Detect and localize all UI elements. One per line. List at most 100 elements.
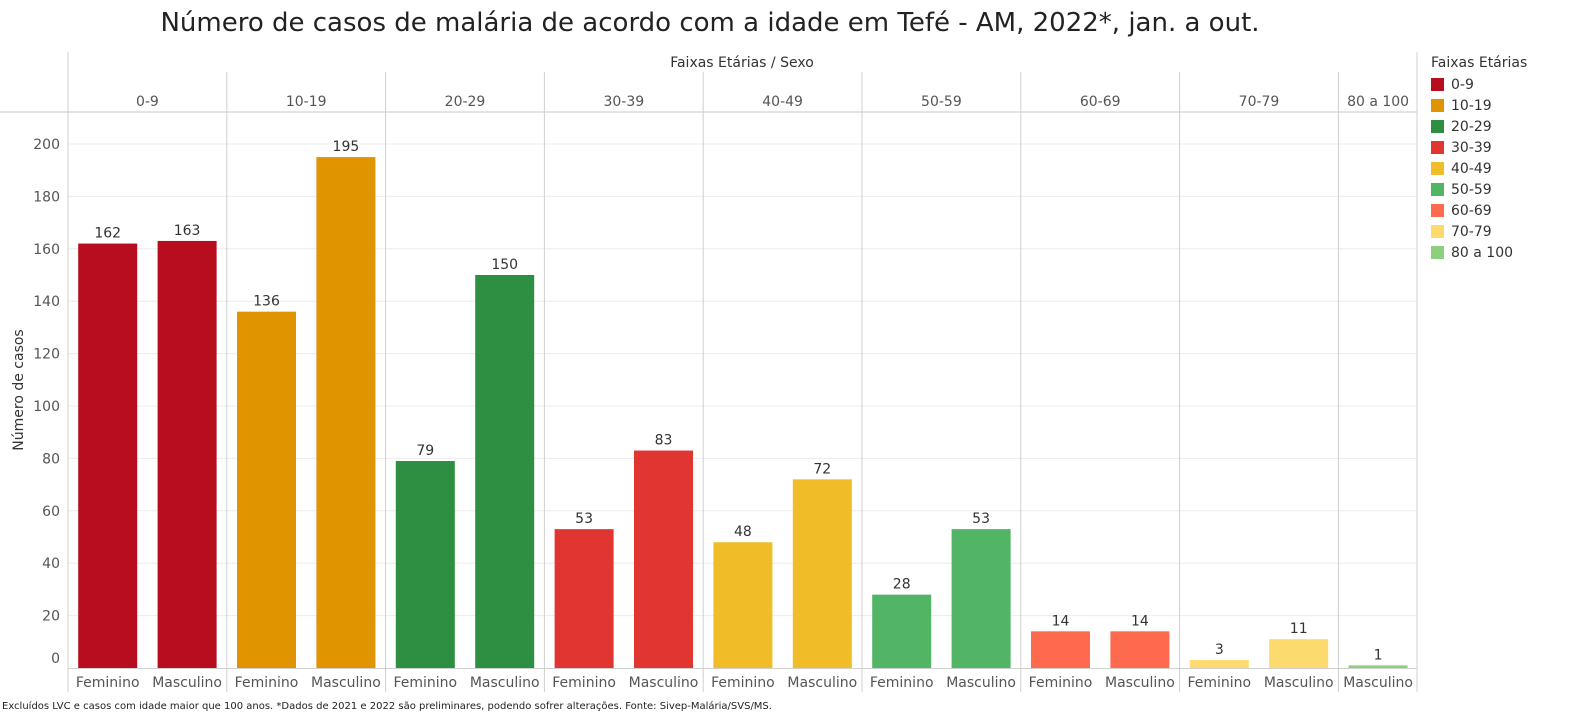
group-label: 50-59 bbox=[921, 94, 962, 110]
x-tick-label: Masculino bbox=[629, 675, 699, 691]
data-label: 14 bbox=[1131, 613, 1149, 629]
legend-swatch bbox=[1431, 99, 1444, 112]
y-tick-label: 100 bbox=[33, 399, 60, 415]
data-label: 14 bbox=[1052, 613, 1070, 629]
data-label: 79 bbox=[416, 443, 434, 459]
legend-swatch bbox=[1431, 120, 1444, 133]
legend-label: 30-39 bbox=[1451, 139, 1492, 156]
legend-item[interactable]: 0-9 bbox=[1431, 74, 1527, 95]
y-tick-label: 120 bbox=[33, 347, 60, 363]
bar bbox=[554, 529, 614, 668]
legend-label: 0-9 bbox=[1451, 76, 1474, 93]
group-label: 40-49 bbox=[762, 94, 803, 110]
x-tick-label: Feminino bbox=[393, 675, 457, 691]
data-label: 11 bbox=[1290, 621, 1308, 637]
y-tick-label: 80 bbox=[42, 451, 60, 467]
y-tick-label: 140 bbox=[33, 294, 60, 310]
x-tick-label: Masculino bbox=[1264, 675, 1334, 691]
data-label: 195 bbox=[333, 139, 360, 155]
x-tick-label: Masculino bbox=[787, 675, 857, 691]
legend-swatch bbox=[1431, 246, 1444, 259]
y-tick-label: 40 bbox=[42, 556, 60, 572]
x-tick-label: Masculino bbox=[152, 675, 222, 691]
legend-label: 20-29 bbox=[1451, 118, 1492, 135]
legend-item[interactable]: 50-59 bbox=[1431, 179, 1527, 200]
legend-item[interactable]: 70-79 bbox=[1431, 221, 1527, 242]
x-tick-label: Masculino bbox=[470, 675, 540, 691]
legend-item[interactable]: 80 a 100 bbox=[1431, 242, 1527, 263]
bar bbox=[872, 594, 932, 668]
data-label: 72 bbox=[813, 461, 831, 477]
y-axis-label: Número de casos bbox=[11, 329, 27, 450]
legend-swatch bbox=[1431, 162, 1444, 175]
legend-label: 40-49 bbox=[1451, 160, 1492, 177]
bar bbox=[1348, 665, 1408, 668]
legend-item[interactable]: 10-19 bbox=[1431, 95, 1527, 116]
bar bbox=[395, 461, 455, 668]
data-label: 3 bbox=[1215, 642, 1224, 658]
legend-swatch bbox=[1431, 225, 1444, 238]
legend-label: 50-59 bbox=[1451, 181, 1492, 198]
data-label: 28 bbox=[893, 577, 911, 593]
chart-title: Número de casos de malária de acordo com… bbox=[160, 8, 1260, 38]
group-label: 80 a 100 bbox=[1347, 94, 1409, 110]
x-tick-label: Feminino bbox=[870, 675, 934, 691]
y-tick-label: 160 bbox=[33, 242, 60, 258]
bar-chart: 0 20 40 60 80 100 120 140 160 180 200 0-9 162 Feminin… bbox=[0, 52, 1418, 692]
legend-item[interactable]: 40-49 bbox=[1431, 158, 1527, 179]
data-label: 150 bbox=[491, 257, 518, 273]
legend-label: 60-69 bbox=[1451, 202, 1492, 219]
x-tick-label: Feminino bbox=[1187, 675, 1251, 691]
group-label: 30-39 bbox=[603, 94, 644, 110]
x-tick-label: Masculino bbox=[1343, 675, 1413, 691]
group-label: 70-79 bbox=[1239, 94, 1280, 110]
legend-swatch bbox=[1431, 78, 1444, 91]
legend-swatch bbox=[1431, 141, 1444, 154]
legend-item[interactable]: 30-39 bbox=[1431, 137, 1527, 158]
legend-label: 10-19 bbox=[1451, 97, 1492, 114]
legend: Faixas Etárias 0-9 10-19 20-29 30-39 40-49 50… bbox=[1431, 55, 1527, 263]
x-tick-label: Masculino bbox=[946, 675, 1016, 691]
data-label: 136 bbox=[253, 294, 280, 310]
data-label: 162 bbox=[94, 226, 121, 242]
bar bbox=[1031, 631, 1090, 668]
x-tick-label: Feminino bbox=[1029, 675, 1093, 691]
legend-label: 80 a 100 bbox=[1451, 244, 1514, 261]
y-tick-label: 20 bbox=[42, 609, 60, 625]
bar bbox=[1269, 639, 1329, 668]
data-label: 53 bbox=[575, 511, 593, 527]
data-label: 48 bbox=[734, 524, 752, 540]
bar bbox=[792, 479, 852, 668]
legend-item[interactable]: 60-69 bbox=[1431, 200, 1527, 221]
column-header: Faixas Etárias / Sexo bbox=[670, 55, 814, 71]
x-tick-label: Feminino bbox=[76, 675, 140, 691]
y-tick-label: 200 bbox=[33, 137, 60, 153]
bar bbox=[237, 311, 296, 668]
bar bbox=[634, 450, 693, 668]
legend-item[interactable]: 20-29 bbox=[1431, 116, 1527, 137]
legend-title: Faixas Etárias bbox=[1431, 55, 1528, 71]
x-tick-label: Feminino bbox=[711, 675, 775, 691]
y-tick-label: 60 bbox=[42, 504, 60, 520]
x-tick-label: Masculino bbox=[1105, 675, 1175, 691]
bar bbox=[475, 275, 535, 668]
data-label: 1 bbox=[1374, 647, 1383, 663]
legend-label: 70-79 bbox=[1451, 223, 1492, 240]
bar bbox=[78, 243, 138, 668]
group-label: 10-19 bbox=[286, 94, 327, 110]
data-label: 53 bbox=[972, 511, 990, 527]
legend-swatch bbox=[1431, 204, 1444, 217]
x-tick-label: Feminino bbox=[235, 675, 299, 691]
data-label: 163 bbox=[174, 223, 201, 239]
y-tick-label: 0 bbox=[51, 651, 60, 667]
group-label: 20-29 bbox=[445, 94, 486, 110]
y-tick-label: 180 bbox=[33, 189, 60, 205]
bar bbox=[1189, 660, 1249, 668]
group-label: 0-9 bbox=[136, 94, 159, 110]
x-tick-label: Masculino bbox=[311, 675, 381, 691]
bar bbox=[157, 240, 217, 668]
footnote: Excluídos LVC e casos com idade maior qu… bbox=[2, 701, 772, 712]
bar bbox=[1110, 631, 1170, 668]
bar bbox=[951, 529, 1011, 668]
x-tick-label: Feminino bbox=[552, 675, 616, 691]
